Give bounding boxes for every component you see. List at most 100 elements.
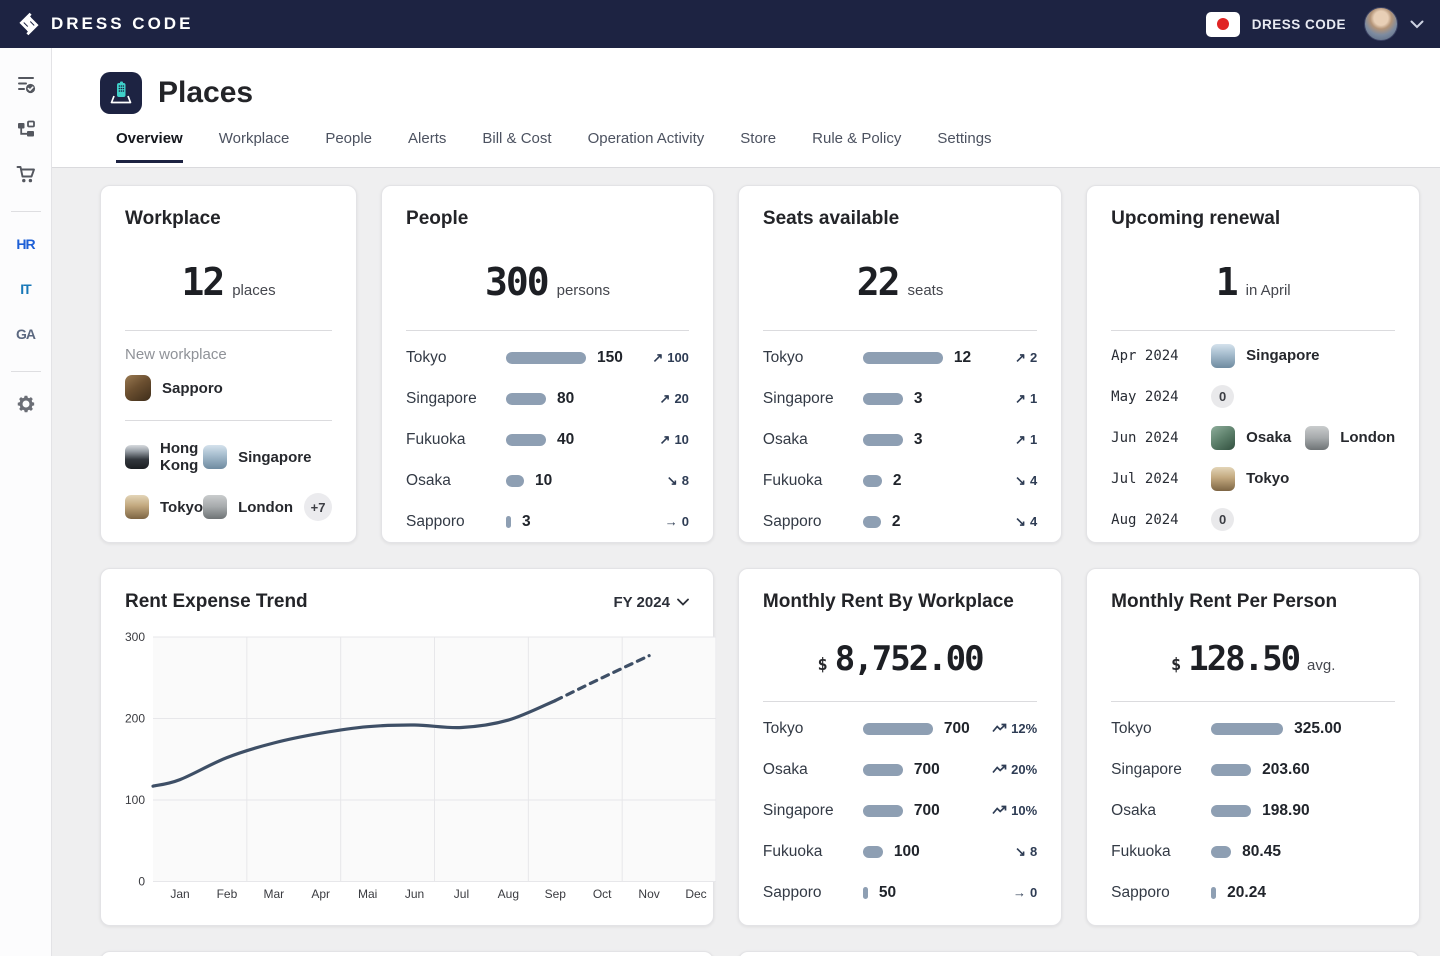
people-unit: persons — [557, 282, 610, 299]
fiscal-year-select[interactable]: FY 2024 — [613, 594, 688, 611]
svg-text:Jul: Jul — [454, 887, 469, 901]
row-value: 10 — [535, 472, 552, 490]
row-label: Sapporo — [763, 513, 863, 531]
row-value: 700 — [914, 802, 940, 820]
stat-row: Fukuoka2↘4 — [763, 460, 1037, 501]
zero-count-badge: 0 — [1211, 385, 1234, 408]
stat-row: Sapporo2↘4 — [763, 501, 1037, 542]
svg-text:Nov: Nov — [638, 887, 659, 901]
renewal-place-london[interactable]: London — [1305, 426, 1395, 450]
svg-text:Sep: Sep — [545, 887, 567, 901]
trend-indicator: ↗100 — [623, 350, 689, 365]
svg-text:100: 100 — [125, 793, 145, 807]
trend-indicator: ↗10 — [623, 432, 689, 447]
stat-row: Tokyo70012% — [763, 708, 1037, 749]
shopping-cart-icon[interactable] — [8, 156, 44, 192]
tab-overview[interactable]: Overview — [116, 130, 183, 163]
value-bar — [506, 475, 524, 487]
place-item-singapore[interactable]: Singapore — [203, 440, 332, 474]
chevron-down-icon[interactable] — [1410, 20, 1424, 29]
row-label: Sapporo — [1111, 884, 1211, 902]
value-bar — [863, 434, 903, 446]
tab-rule-policy[interactable]: Rule & Policy — [812, 130, 901, 163]
more-places-badge[interactable]: +7 — [304, 493, 332, 521]
place-item-hong-kong[interactable]: Hong Kong — [125, 440, 203, 474]
sidebar-item-hr[interactable]: HR — [8, 226, 44, 262]
seats-rows: Tokyo12↗2Singapore3↗1Osaka3↗1Fukuoka2↘4S… — [763, 337, 1037, 542]
tab-workplace[interactable]: Workplace — [219, 130, 290, 163]
arrow-up-right-icon: ↗ — [1015, 433, 1026, 446]
tab-operation-activity[interactable]: Operation Activity — [588, 130, 705, 163]
value-bar — [1211, 764, 1251, 776]
task-list-check-icon[interactable] — [8, 66, 44, 102]
card-people: People 300persons Tokyo150↗100Singapore8… — [381, 185, 714, 543]
stat-row: Fukuoka40↗10 — [406, 419, 689, 460]
trend-value: 4 — [1030, 514, 1037, 529]
row-value: 203.60 — [1262, 761, 1309, 779]
tab-people[interactable]: People — [325, 130, 372, 163]
org-chart-icon[interactable] — [8, 111, 44, 147]
trend-value: 4 — [1030, 473, 1037, 488]
renewal-place-osaka[interactable]: Osaka — [1211, 426, 1291, 450]
new-workplace-item[interactable]: Sapporo — [125, 375, 332, 401]
app-sidebar: HR IT GA — [0, 48, 52, 956]
trend-value: 8 — [682, 473, 689, 488]
row-label: Singapore — [406, 390, 506, 408]
trend-value: 0 — [1030, 885, 1037, 900]
value-bar — [506, 393, 546, 405]
sidebar-divider — [11, 371, 41, 372]
place-item-tokyo[interactable]: Tokyo — [125, 493, 203, 521]
place-photo — [1211, 467, 1235, 491]
row-label: Singapore — [763, 802, 863, 820]
renewal-place-singapore[interactable]: Singapore — [1211, 344, 1319, 368]
arrow-right-icon: → — [1013, 886, 1026, 899]
stat-row: Singapore 203.60 — [1111, 749, 1395, 790]
renewal-place-tokyo[interactable]: Tokyo — [1211, 467, 1289, 491]
renewal-month: Jul 2024 — [1111, 471, 1197, 487]
tab-bill-cost[interactable]: Bill & Cost — [482, 130, 551, 163]
stat-row: Sapporo50→0 — [763, 872, 1037, 913]
row-label: Osaka — [406, 472, 506, 490]
brand-logo[interactable]: DRESS CODE — [16, 11, 193, 37]
sidebar-item-ga[interactable]: GA — [8, 316, 44, 352]
trending-up-icon — [992, 805, 1007, 816]
trend-indicator: ↗1 — [971, 432, 1037, 447]
card-title: People — [406, 208, 689, 230]
trending-up-icon — [992, 723, 1007, 734]
card-rent-expense-trend: Rent Expense Trend FY 2024 0100200300Jan… — [100, 568, 714, 926]
svg-text:Jan: Jan — [170, 887, 189, 901]
gear-icon[interactable] — [8, 386, 44, 422]
renewal-row: Jul 2024 Tokyo — [1111, 458, 1395, 499]
trend-value: 12% — [1011, 721, 1037, 736]
japan-flag-icon[interactable] — [1206, 12, 1240, 37]
page-tabs: Overview Workplace People Alerts Bill & … — [100, 130, 1392, 163]
row-value: 80.45 — [1242, 843, 1281, 861]
divider — [406, 330, 689, 331]
row-label: Fukuoka — [406, 431, 506, 449]
tab-alerts[interactable]: Alerts — [408, 130, 446, 163]
tab-store[interactable]: Store — [740, 130, 776, 163]
value-bar — [1211, 805, 1251, 817]
stat-row: Tokyo325.00 — [1111, 708, 1395, 749]
row-label: Sapporo — [763, 884, 863, 902]
place-photo — [1211, 426, 1235, 450]
row-label: Singapore — [1111, 761, 1211, 779]
value-bar — [863, 516, 881, 528]
new-workplace-label: New workplace — [125, 346, 332, 363]
currency-symbol: $ — [1171, 655, 1181, 675]
user-avatar[interactable] — [1364, 7, 1398, 41]
brand-name: DRESS CODE — [51, 14, 193, 34]
place-item-london[interactable]: London +7 — [203, 493, 332, 521]
trend-indicator: ↘4 — [971, 473, 1037, 488]
card-monthly-rent-per-person: Monthly Rent Per Person $128.50avg. Toky… — [1086, 568, 1420, 926]
page-title: Places — [158, 76, 253, 110]
renewal-row: May 2024 0 — [1111, 376, 1395, 417]
row-label: Tokyo — [1111, 720, 1211, 738]
rent-by-workplace-rows: Tokyo70012%Osaka70020%Singapore70010%Fuk… — [763, 708, 1037, 913]
place-photo — [125, 495, 149, 519]
sidebar-item-it[interactable]: IT — [8, 271, 44, 307]
places-page-icon — [100, 72, 142, 114]
arrow-up-right-icon: ↗ — [1015, 351, 1026, 364]
tab-settings[interactable]: Settings — [937, 130, 991, 163]
divider — [125, 330, 332, 331]
